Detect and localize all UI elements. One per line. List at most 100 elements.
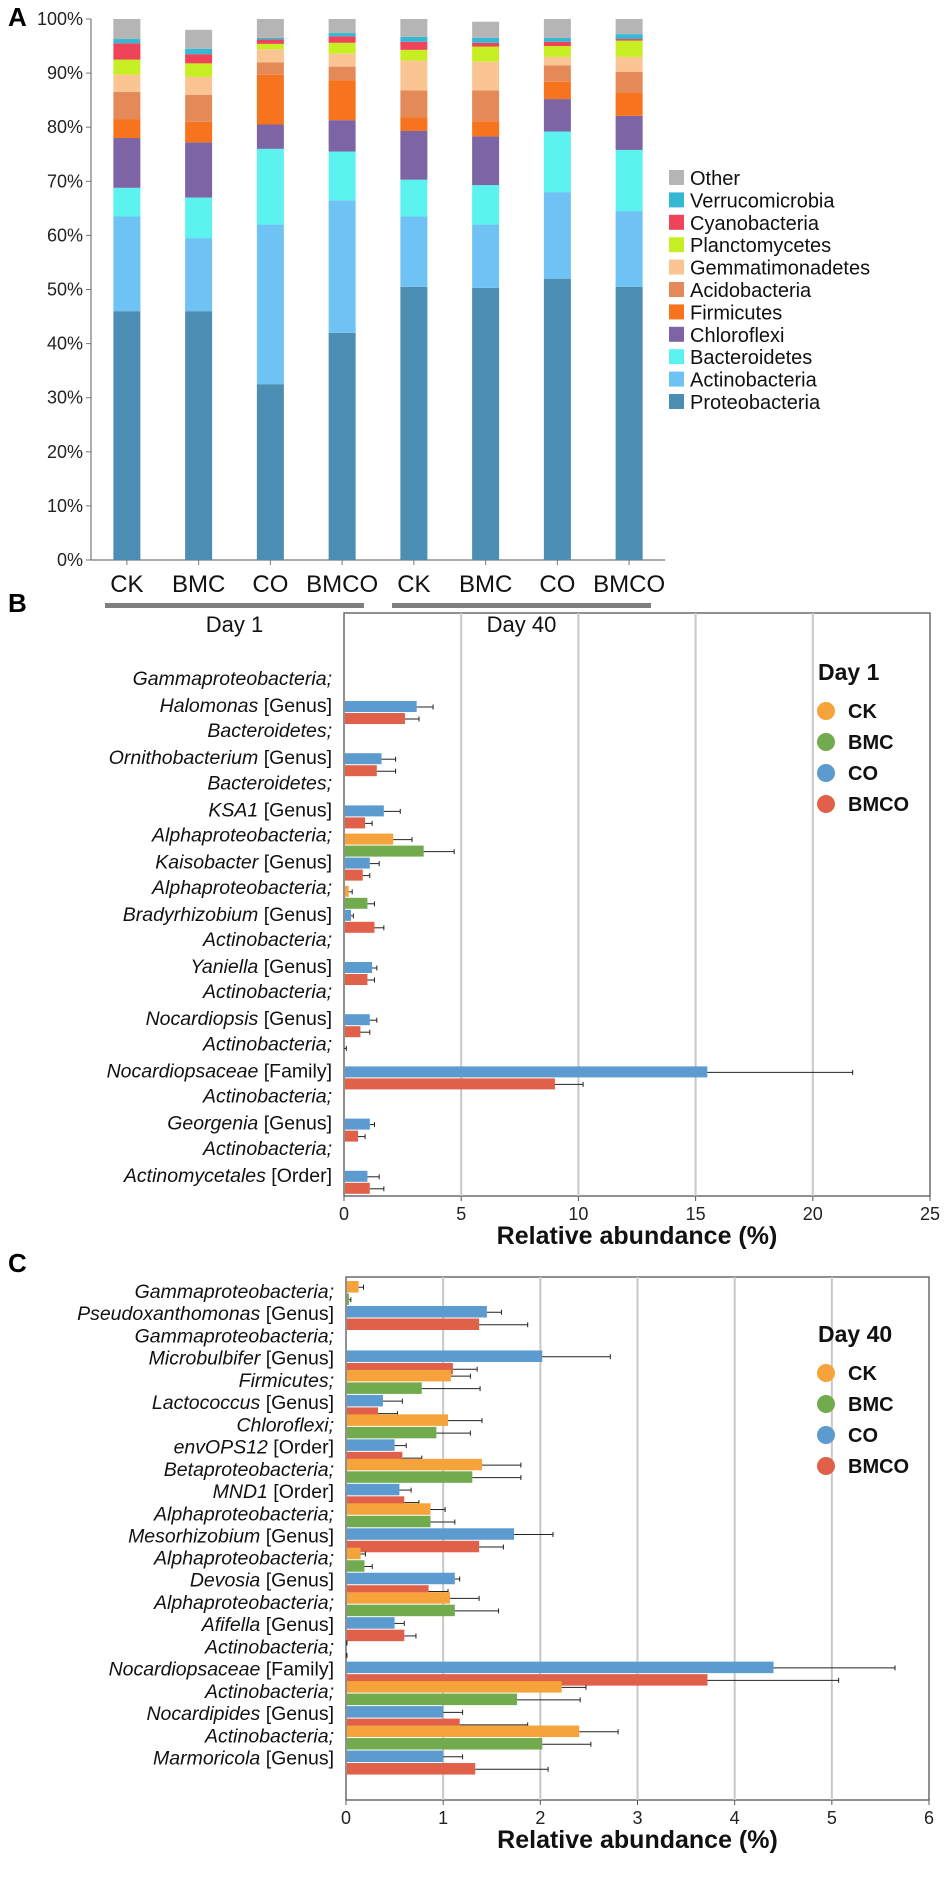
bar-segment-cyanobacteria	[113, 43, 141, 60]
panel-c-legend: Day 40 CK BMC CO BMCO	[817, 1321, 909, 1478]
panel-c-chart: 0 1 2 3 4 5 6 Relative abundance (%) Gammaproteo…	[77, 1276, 934, 1854]
category-rank: [Genus]	[260, 1748, 334, 1770]
legend-label: CK	[848, 701, 877, 723]
category-taxon-label: Alphaproteobacteria;	[151, 877, 332, 899]
bar-segment-planctomycetes	[113, 59, 141, 75]
bar-segment-proteobacteria	[615, 286, 643, 560]
y-tick-label: 30%	[47, 388, 83, 408]
bar-segment-planctomycetes	[328, 42, 356, 54]
category-rank: [Order]	[268, 1481, 334, 1503]
bar-bmco	[347, 1629, 405, 1642]
category-name-label: Ornithobacterium [Genus]	[109, 747, 332, 769]
category-name: Lactococcus	[152, 1392, 261, 1414]
x-category-label: CO	[252, 571, 288, 598]
bar-segment-other	[543, 19, 571, 38]
legend-label: CO	[848, 763, 878, 785]
bar-segment-proteobacteria	[256, 384, 284, 560]
bar-co	[347, 1483, 400, 1496]
bar-ck	[347, 1414, 449, 1426]
bar-segment-acidobacteria	[328, 66, 356, 81]
bar-co	[347, 1617, 395, 1629]
bar-co	[345, 909, 352, 921]
y-tick-label: 40%	[47, 334, 83, 354]
legend-title: Day 40	[818, 1321, 892, 1347]
legend-swatch	[669, 304, 684, 320]
category-name-label: Actinomycetales [Order]	[123, 1165, 332, 1187]
category-name-label: Microbulbifer [Genus]	[149, 1347, 334, 1369]
bar-ck	[347, 1725, 580, 1738]
panel-b-legend: Day 1 CK BMC CO BMCO	[817, 659, 909, 816]
bar-co	[347, 1706, 444, 1718]
category-taxon-label: Alphaproteobacteria;	[153, 1592, 334, 1614]
panel-a-stacked-chart: 0% 10% 20% 30% 40% 50% 60% 70% 80% 90% 100% CK BMC CO…	[37, 9, 870, 637]
x-tick-label: 1	[438, 1808, 448, 1828]
category-name-label: Mesorhizobium [Genus]	[128, 1525, 334, 1547]
y-tick-label: 100%	[37, 9, 83, 29]
category-name-label: Kaisobacter [Genus]	[155, 852, 332, 874]
category-name: Nocardipides	[146, 1703, 260, 1725]
bar-segment-cyanobacteria	[615, 39, 643, 41]
bar-segment-gemmatimonadetes	[472, 61, 500, 91]
legend-label: Planctomycetes	[690, 235, 831, 257]
legend-marker	[817, 1395, 835, 1413]
bar-bmco	[347, 1674, 708, 1686]
bar-co	[345, 857, 370, 869]
bar-segment-actinobacteria	[113, 216, 141, 312]
x-tick-label: 4	[730, 1808, 740, 1828]
category-name: Afifella	[201, 1614, 261, 1636]
legend-marker	[817, 1457, 835, 1475]
y-tick-label: 60%	[47, 225, 83, 245]
category-taxon-label: Alphaproteobacteria;	[151, 825, 332, 847]
bar-ck	[347, 1369, 451, 1382]
bar-segment-other	[472, 21, 500, 38]
y-tick-label: 90%	[47, 63, 83, 83]
bar-bmc	[347, 1426, 437, 1439]
bar-ck	[345, 833, 394, 845]
legend-marker	[817, 1426, 835, 1444]
bar-bmco	[345, 765, 377, 777]
x-category-label: BMC	[172, 571, 225, 598]
category-rank: [Genus]	[260, 1525, 334, 1547]
bar-segment-other	[328, 19, 356, 34]
legend-swatch	[669, 170, 684, 185]
category-name-label: Devosia [Genus]	[190, 1570, 334, 1592]
bar-segment-gemmatimonadetes	[615, 56, 643, 73]
bar-segment-other	[400, 19, 428, 37]
bar-segment-verrucomicrobia	[185, 48, 213, 55]
legend-swatch	[669, 237, 684, 253]
bar-bmc	[347, 1293, 349, 1305]
category-name-label: Bradyrhizobium [Genus]	[123, 904, 332, 926]
category-rank: [Genus]	[260, 1570, 334, 1592]
legend-label: BMCO	[848, 1456, 909, 1478]
category-name: Nocardiopsaceae	[107, 1060, 259, 1082]
x-tick-label: 10	[568, 1204, 588, 1224]
category-name-label: Afifella [Genus]	[201, 1614, 334, 1636]
bar-segment-gemmatimonadetes	[185, 76, 213, 95]
bar-segment-gemmatimonadetes	[256, 49, 284, 63]
legend-title: Day 1	[818, 659, 880, 685]
bar-bmc	[345, 897, 368, 909]
bar-segment-other	[256, 19, 284, 38]
category-rank: [Genus]	[258, 904, 332, 926]
bar-segment-bacteroidetes	[615, 149, 643, 212]
x-category-label: CK	[110, 571, 143, 598]
category-rank: [Genus]	[258, 956, 332, 978]
category-rank: [Family]	[258, 1060, 332, 1082]
category-name-label: Georgenia [Genus]	[167, 1113, 332, 1135]
category-name: Georgenia	[167, 1113, 258, 1135]
bar-segment-firmicutes	[113, 119, 141, 139]
bar-segment-gemmatimonadetes	[328, 53, 356, 67]
y-tick-label: 80%	[47, 117, 83, 137]
bar-segment-gemmatimonadetes	[400, 60, 428, 91]
category-rank: [Genus]	[260, 1614, 334, 1636]
bar-segment-proteobacteria	[328, 332, 356, 560]
legend-label: BMC	[848, 1394, 894, 1416]
legend-swatch	[669, 326, 684, 342]
legend-marker	[817, 1364, 835, 1382]
x-tick-label: 3	[632, 1808, 642, 1828]
y-tick-label: 70%	[47, 171, 83, 191]
bar-segment-bacteroidetes	[543, 131, 571, 193]
bar-bmc	[347, 1560, 365, 1572]
bar-segment-proteobacteria	[472, 287, 500, 560]
category-taxon-label: Alphaproteobacteria;	[153, 1548, 334, 1570]
